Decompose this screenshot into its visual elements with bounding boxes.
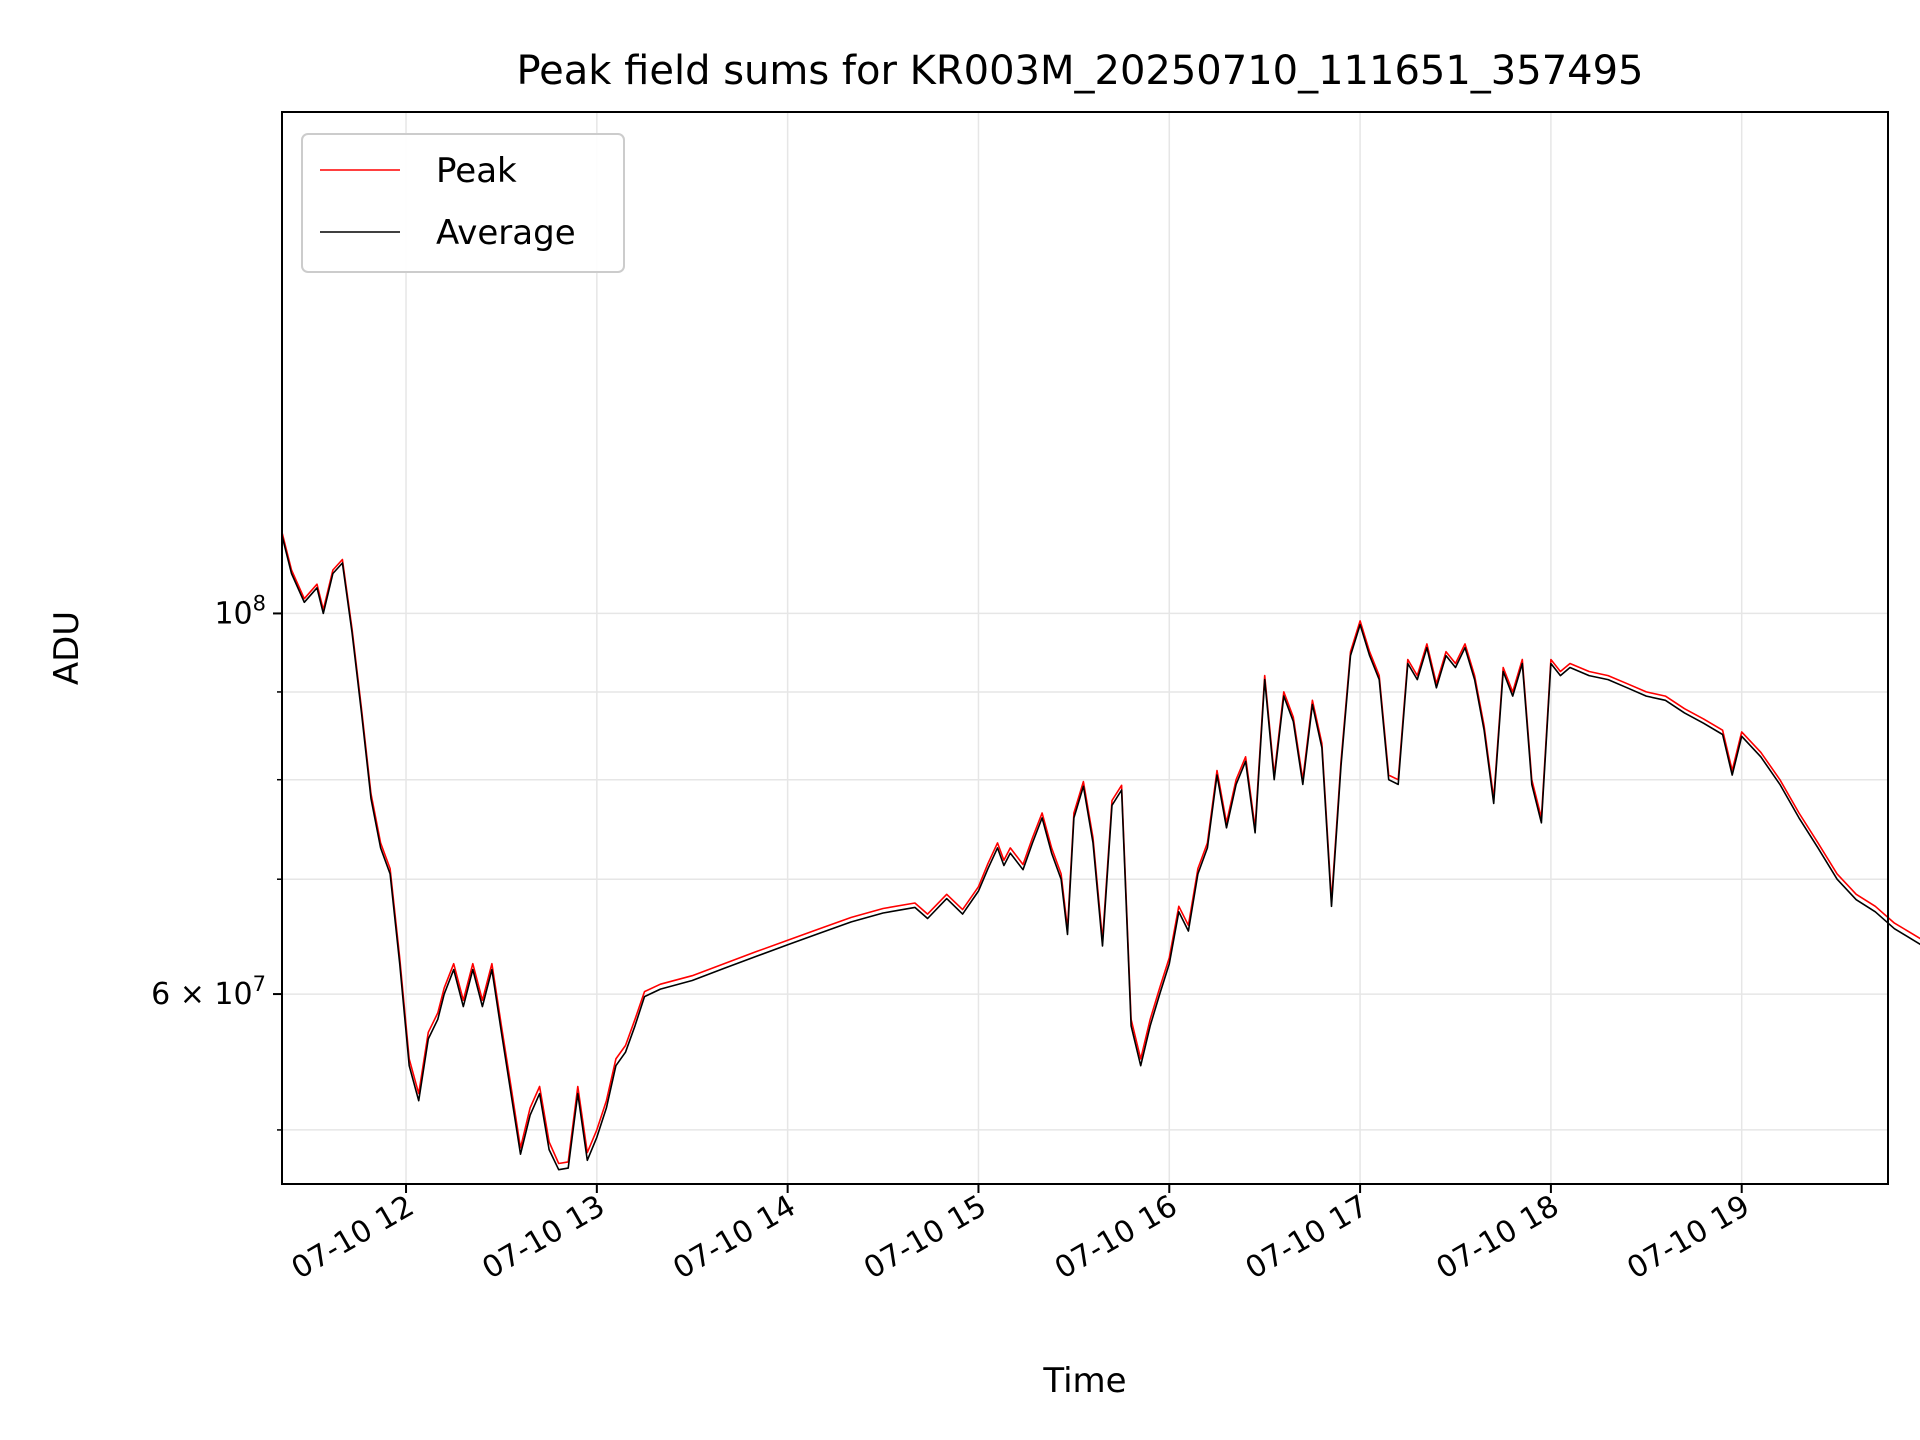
grid — [282, 112, 1888, 1184]
series-line-average — [281, 535, 1920, 1171]
legend-label-average: Average — [436, 213, 576, 253]
legend-label-peak: Peak — [436, 151, 517, 191]
series-lines — [281, 532, 1920, 1171]
plot-frame — [281, 111, 1889, 1185]
y-tick-label-0: 6 × 107 — [151, 972, 266, 1012]
legend: Peak Average — [301, 133, 625, 273]
chart-title: Peak field sums for KR003M_20250710_1116… — [516, 48, 1643, 94]
legend-frame — [301, 133, 625, 273]
series-line-peak — [281, 532, 1920, 1165]
x-axis-label: Time — [1042, 1361, 1126, 1401]
y-axis-label: ADU — [47, 611, 87, 685]
